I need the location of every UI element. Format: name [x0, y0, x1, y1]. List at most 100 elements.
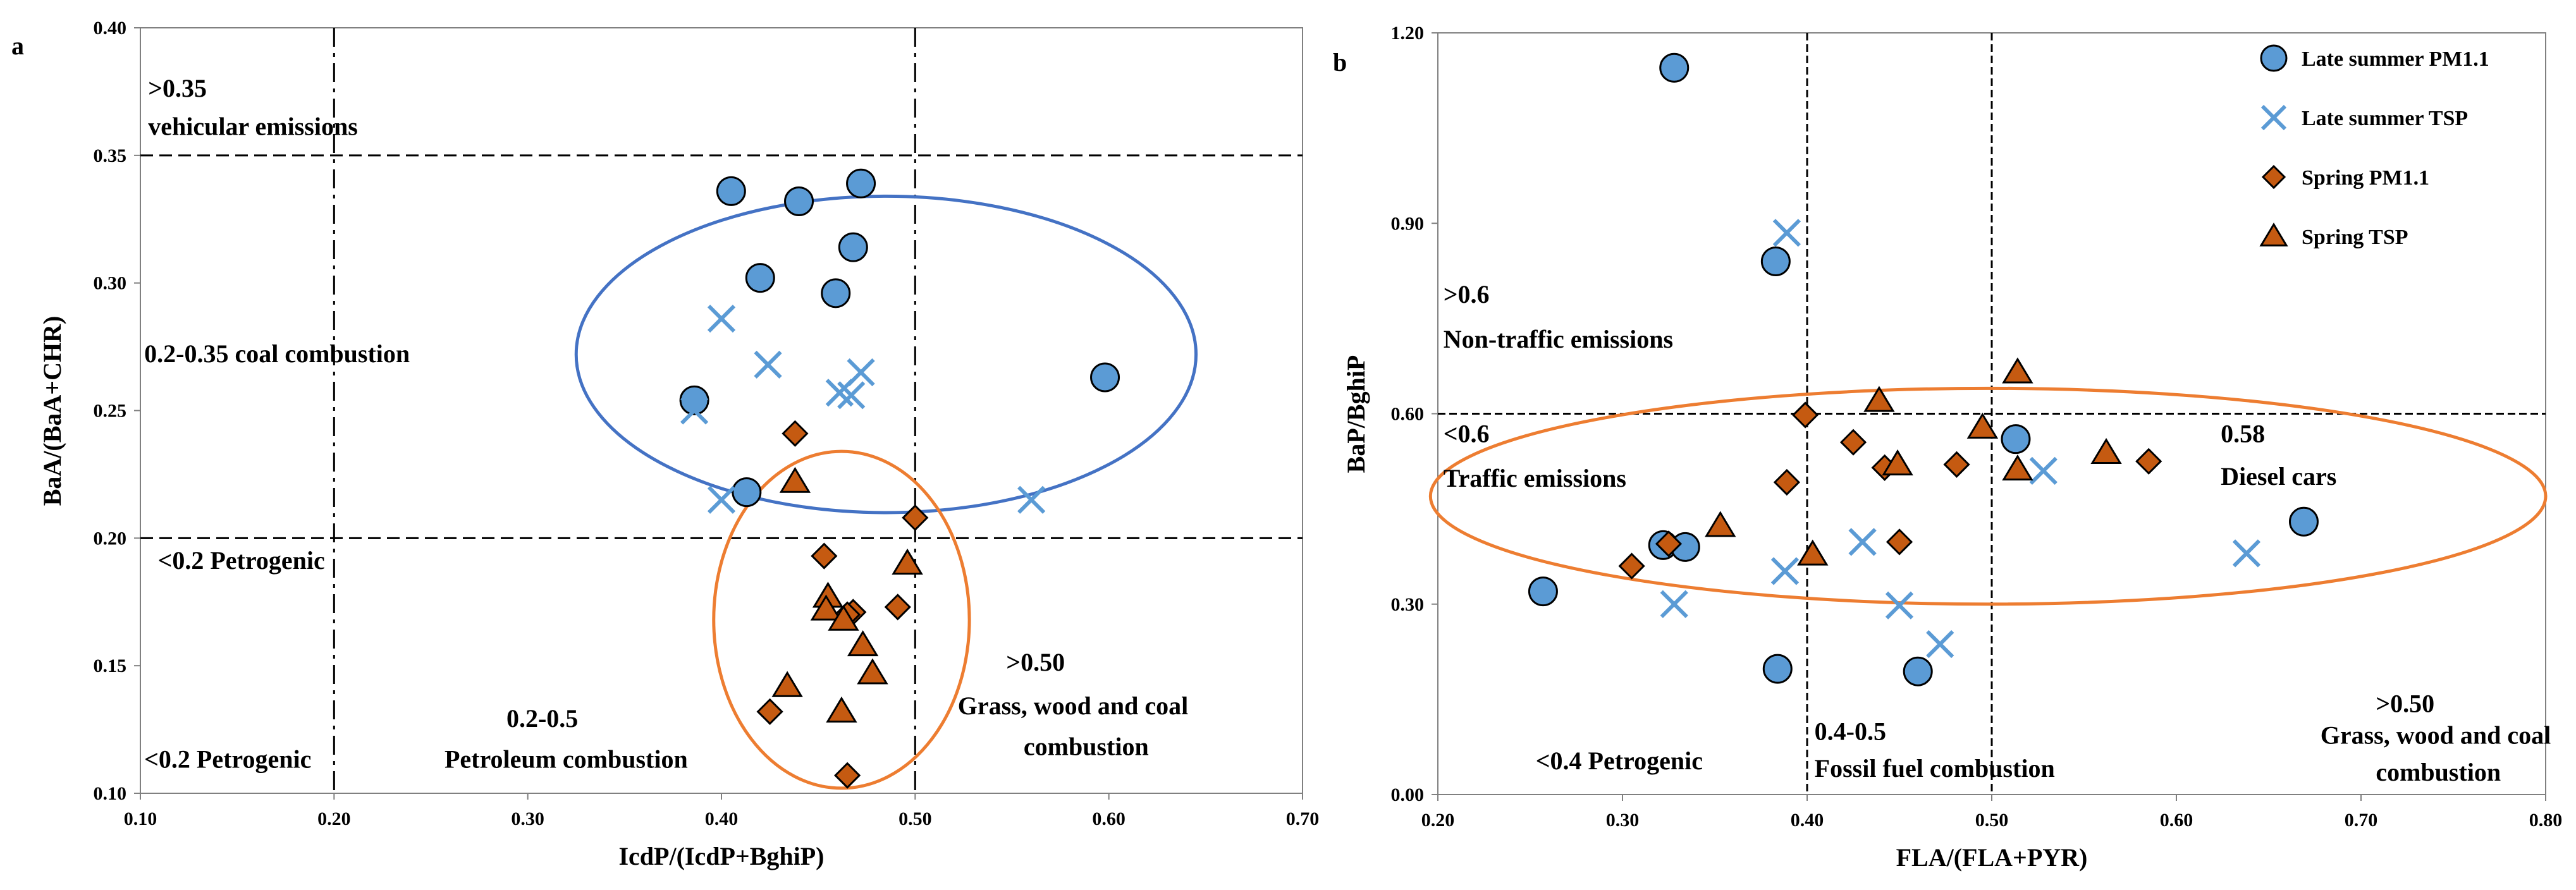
annotation: Diesel cars — [2221, 462, 2336, 491]
annotation: Non-traffic emissions — [1444, 325, 1673, 353]
annotation: >0.50 — [1006, 648, 1065, 676]
late-summer-tsp-point — [1885, 591, 1914, 619]
y-tick-label: 0.40 — [94, 18, 127, 39]
late-summer-pm1-1-point — [821, 278, 851, 308]
x-tick-label: 0.80 — [2529, 810, 2563, 831]
x-tick-label: 0.60 — [1092, 808, 1125, 829]
ellipses-a — [574, 194, 1198, 790]
y-tick-label: 1.20 — [1391, 23, 1425, 44]
x-tick-label: 0.20 — [317, 808, 351, 829]
late-summer-pm1-1-point — [679, 385, 709, 415]
spring-tsp-point — [857, 658, 888, 685]
late-summer-pm1-1-point — [745, 263, 775, 293]
spring-tsp-point — [828, 604, 859, 631]
late-summer-pm1-1-point — [1903, 656, 1933, 686]
late-summer-pm1-1-point — [1762, 654, 1793, 684]
spring-pm1-1-point — [2135, 448, 2162, 475]
late-summer-pm1-1-point — [716, 176, 746, 206]
legend-entry-label: Spring PM1.1 — [2302, 166, 2429, 190]
legend: Late summer PM1.1 Late summer TSP Spring P… — [2259, 44, 2489, 249]
x-tick-label: 0.40 — [1791, 810, 1824, 831]
spring-tsp-point — [1966, 412, 1999, 439]
spring-pm1-1-point — [811, 542, 838, 570]
spring-tsp-point — [771, 671, 803, 697]
spring-pm1-1-point — [1943, 451, 1970, 478]
y-tick-label: 0.30 — [94, 273, 127, 294]
annotation: combustion — [2376, 758, 2501, 786]
x-tick-label: 0.20 — [1421, 810, 1455, 831]
x-tick-label: 0.30 — [1606, 810, 1640, 831]
y-tick-label: 0.60 — [1391, 404, 1425, 425]
annotation: <0.4 Petrogenic — [1536, 747, 1703, 775]
late-summer-pm1-1-point — [732, 477, 762, 508]
annotation: >0.50 — [2376, 689, 2434, 717]
annotation: Grass, wood and coal — [2321, 721, 2551, 750]
panel-label-a: a — [11, 32, 24, 60]
y-ticks-b: 0.00 0.30 0.60 0.90 1.20 — [1391, 23, 1438, 805]
annotations-b: >0.6 Non-traffic emissions <0.6 Traffic emi… — [1444, 280, 2551, 786]
x-ticks-a: 0.10 0.20 0.30 0.40 0.50 0.60 0.70 — [124, 793, 1319, 829]
annotation: <0.6 — [1444, 420, 1490, 448]
orange-cluster-ellipse — [1428, 386, 2548, 606]
spring-pm1-1-point — [756, 698, 783, 725]
late-summer-tsp-point — [1926, 630, 1954, 659]
spring-pm1-1-point — [1618, 552, 1645, 580]
annotation: Fossil fuel combustion — [1815, 754, 2055, 783]
late-summer-tsp-point — [825, 379, 854, 407]
late-summer-pm1-1-point — [1528, 576, 1558, 607]
annotation: vehicular emissions — [148, 113, 358, 141]
y-tick-label: 0.30 — [1391, 594, 1425, 615]
spring-tsp-point — [1863, 386, 1895, 412]
spring-pm1-1-point — [1886, 528, 1913, 556]
late-summer-pm1-1-point — [2001, 424, 2031, 454]
x-ticks-b: 0.20 0.30 0.40 0.50 0.60 0.70 0.80 — [1421, 795, 2563, 831]
spring-tsp-point — [2090, 437, 2122, 465]
spring-tsp-point — [779, 466, 811, 493]
late-summer-tsp-point — [1848, 528, 1877, 556]
late-summer-pm1-1-point — [846, 168, 876, 198]
annotation: Petroleum combustion — [445, 745, 688, 774]
annotation: >0.35 — [148, 74, 207, 102]
x-tick-label: 0.30 — [511, 808, 544, 829]
y-tick-label: 0.10 — [94, 783, 127, 804]
legend-spring-pm1-1-marker — [2261, 164, 2286, 190]
spring-tsp-point — [1705, 511, 1736, 537]
legend-spring-tsp-marker — [2259, 222, 2288, 247]
x-tick-label: 0.40 — [705, 808, 739, 829]
spring-pm1-1-point — [1655, 530, 1683, 558]
annotation: <0.2 Petrogenic — [144, 745, 311, 774]
late-summer-tsp-point — [754, 350, 782, 379]
late-summer-tsp-point — [1772, 219, 1801, 247]
y-axis-label-b: BaP/BghiP — [1342, 355, 1370, 473]
late-summer-tsp-point — [1017, 485, 1046, 514]
spring-tsp-point — [1797, 539, 1829, 566]
legend-late-summer-pm1-1-marker — [2260, 44, 2288, 72]
legend-late-summer-tsp-marker — [2260, 104, 2287, 131]
annotation: Traffic emissions — [1444, 464, 1626, 492]
ellipses-b — [1428, 386, 2548, 606]
annotation: 0.2-0.35 coal combustion — [144, 339, 410, 368]
panel-label-b: b — [1333, 48, 1347, 76]
spring-tsp-point — [810, 594, 842, 621]
x-tick-label: 0.50 — [899, 808, 932, 829]
spring-tsp-point — [2002, 357, 2033, 384]
late-summer-tsp-point — [707, 485, 736, 514]
late-summer-pm1-1-point — [1659, 52, 1690, 83]
annotations-a: >0.35 vehicular emissions 0.2-0.35 coal co… — [144, 74, 1188, 774]
y-tick-label: 0.15 — [94, 655, 127, 676]
annotation: 0.2-0.5 — [506, 704, 578, 733]
spring-tsp-point — [1882, 449, 1913, 476]
blue-cluster-ellipse — [574, 194, 1198, 515]
x-tick-label: 0.60 — [2160, 810, 2193, 831]
y-tick-label: 0.00 — [1391, 784, 1425, 805]
points-b — [1528, 52, 2319, 686]
late-summer-tsp-point — [680, 396, 709, 425]
y-ticks-a: 0.10 0.15 0.20 0.25 0.30 0.35 0.40 — [94, 18, 140, 804]
late-summer-tsp-point — [2029, 456, 2058, 485]
late-summer-pm1-1-point — [784, 186, 814, 216]
y-tick-label: 0.25 — [94, 401, 127, 422]
y-axis-label-a: BaA/(BaA+CHR) — [38, 316, 66, 506]
x-tick-label: 0.70 — [2345, 810, 2378, 831]
y-tick-label: 0.35 — [94, 145, 127, 166]
spring-pm1-1-point — [833, 762, 861, 789]
